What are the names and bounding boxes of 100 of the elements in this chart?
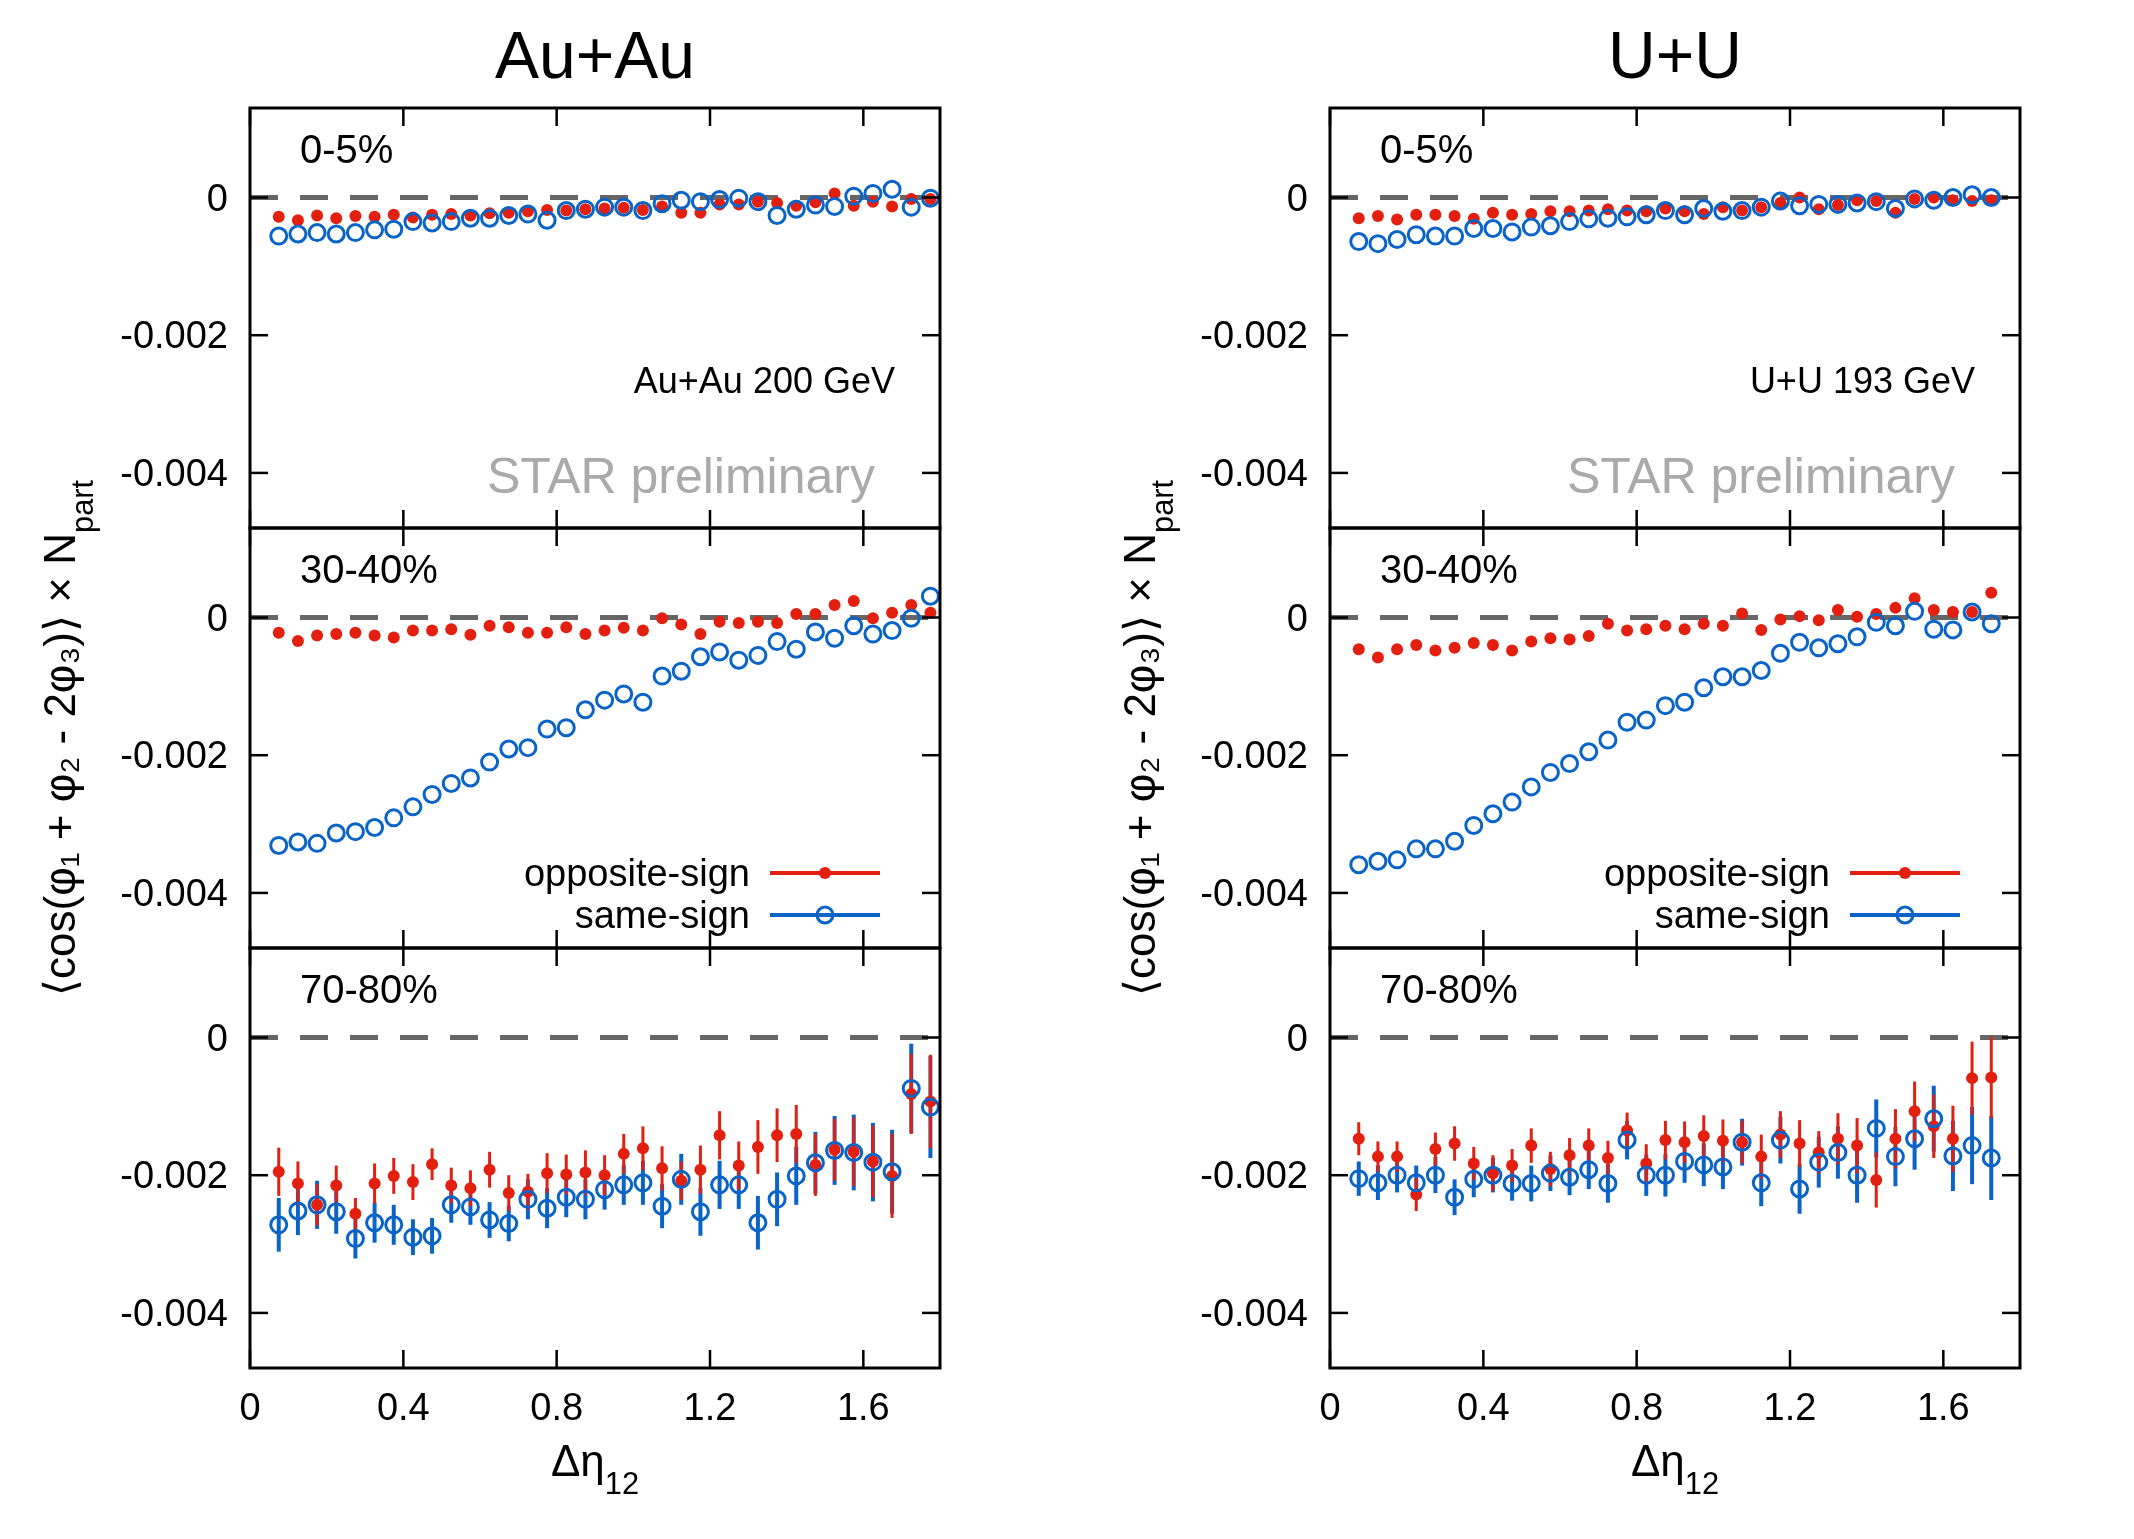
point xyxy=(825,196,845,216)
point xyxy=(1560,1167,1580,1187)
point xyxy=(1774,613,1787,626)
point xyxy=(1582,1139,1595,1152)
point xyxy=(1640,623,1653,636)
point xyxy=(560,1168,573,1181)
point xyxy=(1697,1129,1710,1142)
point xyxy=(1506,1159,1519,1172)
point xyxy=(751,1140,764,1153)
point xyxy=(272,210,285,223)
point xyxy=(882,179,902,199)
point xyxy=(1713,667,1733,687)
point xyxy=(844,616,864,636)
y-tick-label: -0.002 xyxy=(1200,734,1308,777)
point xyxy=(1601,617,1614,630)
point xyxy=(1793,1137,1806,1150)
point xyxy=(1349,232,1369,252)
point xyxy=(920,1097,940,1117)
point xyxy=(652,666,672,686)
point xyxy=(269,1215,289,1235)
point xyxy=(345,822,365,842)
point xyxy=(422,213,442,233)
point xyxy=(1410,208,1423,221)
y-tick-label: -0.004 xyxy=(1200,451,1308,494)
point xyxy=(617,621,630,634)
point xyxy=(1655,1165,1675,1185)
point xyxy=(502,1187,515,1200)
point xyxy=(345,1229,365,1249)
point xyxy=(1866,192,1886,212)
point xyxy=(1406,1173,1426,1193)
y-tick-label: 0 xyxy=(1286,1016,1308,1059)
point xyxy=(556,718,576,738)
point xyxy=(1598,730,1618,750)
point xyxy=(1924,190,1944,210)
point xyxy=(1866,1118,1886,1138)
point xyxy=(1521,777,1541,797)
point xyxy=(1678,1136,1691,1149)
point xyxy=(1406,225,1426,245)
x-tick-label: 0 xyxy=(1319,1386,1341,1428)
point xyxy=(307,223,327,243)
point xyxy=(732,1159,745,1172)
point xyxy=(1582,630,1595,643)
point xyxy=(330,628,343,641)
point xyxy=(1924,619,1944,639)
point xyxy=(1617,1130,1637,1150)
x-tick-label: 0 xyxy=(239,1386,261,1428)
point xyxy=(901,608,921,628)
point xyxy=(1675,205,1695,225)
chart-title: Au+Au xyxy=(495,18,695,92)
point xyxy=(1368,234,1388,254)
point xyxy=(368,1177,381,1190)
point xyxy=(579,628,592,641)
point xyxy=(1889,601,1902,614)
point xyxy=(786,199,806,219)
x-tick-label: 0.8 xyxy=(530,1386,584,1428)
point xyxy=(652,1196,672,1216)
point xyxy=(541,626,554,639)
point xyxy=(617,1147,630,1160)
point xyxy=(713,615,726,628)
point xyxy=(1924,1109,1944,1129)
point xyxy=(387,208,400,221)
y-tick-label: -0.004 xyxy=(120,451,228,494)
point xyxy=(1905,601,1925,621)
point xyxy=(790,1127,803,1140)
point xyxy=(1425,1165,1445,1185)
point xyxy=(1544,205,1557,218)
point xyxy=(480,1210,500,1230)
point xyxy=(1352,212,1365,225)
point xyxy=(809,608,822,621)
point xyxy=(1851,610,1864,623)
point xyxy=(690,647,710,667)
annotation: 70-80% xyxy=(1380,967,1518,1011)
point xyxy=(502,621,515,634)
point xyxy=(1368,851,1388,871)
point xyxy=(575,700,595,720)
point xyxy=(825,628,845,648)
point xyxy=(1502,1173,1522,1193)
point xyxy=(1579,742,1599,762)
point xyxy=(349,626,362,639)
point xyxy=(710,642,730,662)
point xyxy=(614,1175,634,1195)
point xyxy=(790,608,803,621)
point xyxy=(901,197,921,217)
point xyxy=(406,624,419,637)
point xyxy=(1755,1150,1768,1163)
y-tick-label: -0.002 xyxy=(120,1154,228,1197)
point xyxy=(537,719,557,739)
point xyxy=(1908,1105,1921,1118)
point xyxy=(1831,1132,1844,1145)
y-tick-label: -0.002 xyxy=(1200,314,1308,357)
point xyxy=(1981,188,2001,208)
point xyxy=(365,818,385,838)
point xyxy=(1445,1187,1465,1207)
point xyxy=(349,210,362,223)
point xyxy=(595,1180,615,1200)
point xyxy=(579,1166,592,1179)
point xyxy=(1713,1157,1733,1177)
x-tick-label: 1.6 xyxy=(836,1386,890,1428)
point xyxy=(863,183,883,203)
point xyxy=(1809,194,1829,214)
